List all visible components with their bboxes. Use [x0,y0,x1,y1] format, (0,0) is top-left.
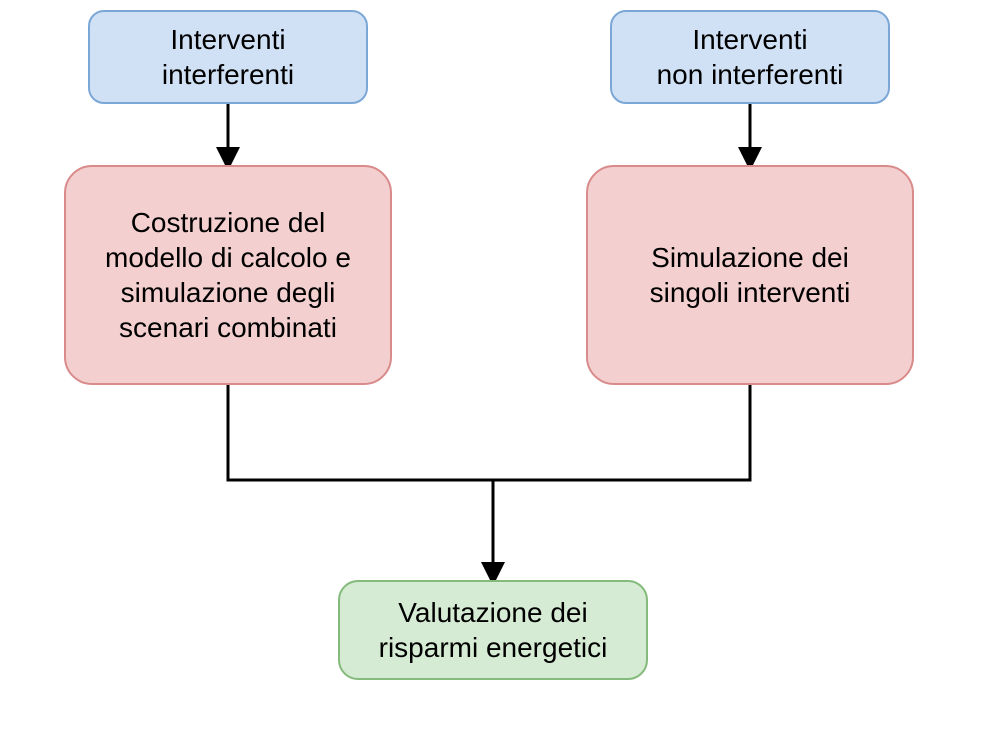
node-label: Valutazione deirisparmi energetici [379,595,608,665]
node-label: Interventiinterferenti [162,22,294,92]
node-interventi-interferenti: Interventiinterferenti [88,10,368,104]
node-costruzione-modello: Costruzione delmodello di calcolo esimul… [64,165,392,385]
node-label: Costruzione delmodello di calcolo esimul… [105,205,351,345]
node-interventi-non-interferenti: Interventinon interferenti [610,10,890,104]
node-valutazione-risparmi: Valutazione deirisparmi energetici [338,580,648,680]
flowchart-canvas: Interventiinterferenti Interventinon int… [0,0,1000,743]
node-simulazione-singoli: Simulazione deisingoli interventi [586,165,914,385]
node-label: Interventinon interferenti [657,22,844,92]
node-label: Simulazione deisingoli interventi [650,240,851,310]
